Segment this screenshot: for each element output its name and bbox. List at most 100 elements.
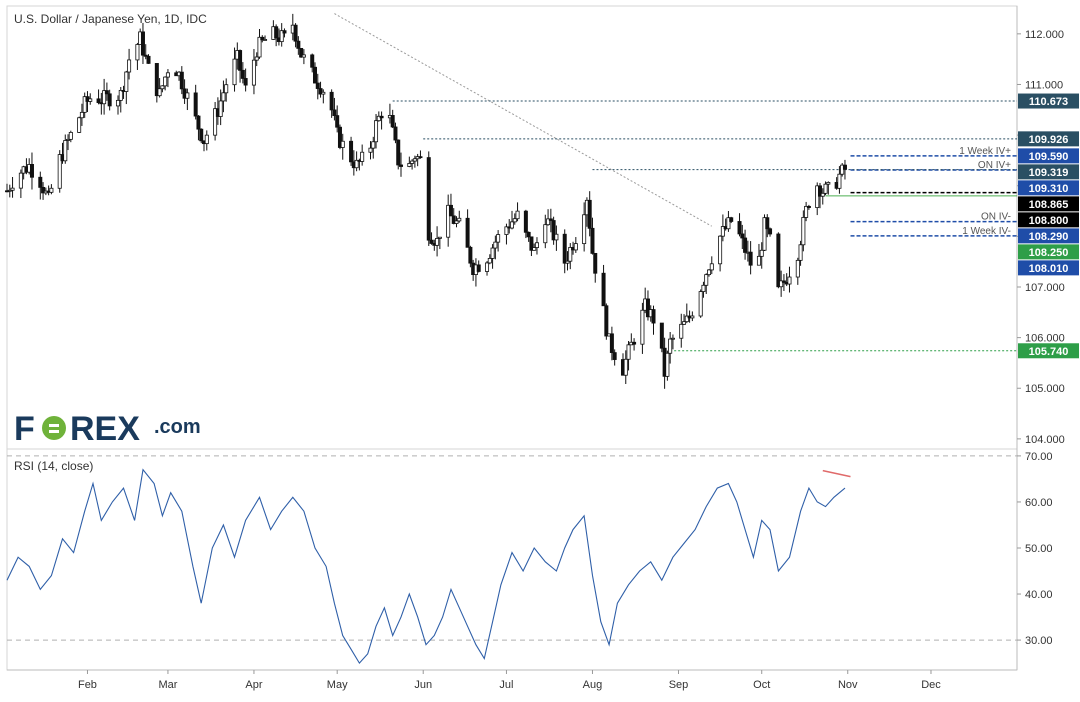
candle-body: [737, 221, 742, 235]
rsi-reference-lines: [7, 455, 1017, 641]
candle-body: [543, 224, 548, 244]
candle-body: [756, 255, 761, 266]
rsi-tick-label: 40.00: [1025, 589, 1053, 601]
candle-body: [104, 90, 109, 95]
candle-body: [465, 217, 470, 248]
candle-body: [826, 182, 831, 185]
candle-body: [759, 249, 764, 257]
candle-body: [729, 217, 734, 222]
candle-body: [726, 217, 731, 230]
candle-body: [709, 263, 714, 271]
rsi-pane-frame: [6, 448, 1018, 671]
candle-body: [57, 154, 62, 189]
candle-body: [823, 183, 828, 194]
price-tag-box: [1018, 244, 1079, 260]
candle-body: [115, 99, 120, 107]
candle-body: [668, 338, 673, 354]
candle-body: [337, 126, 342, 148]
candle-body: [77, 117, 82, 133]
candle-body: [418, 156, 423, 159]
candle-body: [360, 151, 365, 162]
price-tick-label: 104.000: [1025, 434, 1065, 446]
candle-body: [451, 215, 456, 224]
candle-body: [263, 39, 268, 41]
candle-body: [582, 214, 587, 245]
candle-body: [776, 233, 781, 288]
candle-body: [670, 337, 675, 340]
candle-body: [224, 84, 229, 94]
candle-body: [509, 221, 514, 229]
horizontal-levels: 1 Week IV+ ON IV+ ON IV- 1 Week IV-: [392, 100, 1017, 352]
candle-body: [718, 235, 723, 265]
candle-body: [504, 226, 509, 235]
x-tick-label: Sep: [669, 679, 689, 691]
price-tags: 110.673 109.926 109.590 109.319 109.310 108.8…: [1018, 93, 1079, 359]
candle-body: [476, 264, 481, 272]
logo-letters-rex: REX: [70, 410, 140, 448]
candle-body: [837, 173, 842, 189]
candle-body: [446, 204, 451, 238]
candle-body: [379, 115, 384, 119]
candle-body: [487, 258, 492, 264]
x-tick-label: Jul: [499, 679, 513, 691]
candle-body: [140, 31, 145, 56]
candle-body: [157, 88, 162, 97]
candle-body: [143, 54, 148, 57]
candle-body: [312, 66, 317, 84]
candle-body: [371, 141, 376, 149]
candle-body: [604, 305, 609, 337]
candle-body: [410, 160, 415, 164]
candle-body: [609, 333, 614, 353]
candle-body: [185, 92, 190, 99]
candle-body: [96, 98, 101, 104]
price-tag-label: 108.865: [1029, 199, 1069, 211]
rsi-tick-label: 70.00: [1025, 451, 1053, 463]
candle-body: [779, 280, 784, 288]
price-tag-box: [1018, 343, 1079, 359]
candle-body: [562, 233, 567, 264]
rsi-tick-label: 60.00: [1025, 497, 1053, 509]
candle-body: [548, 218, 553, 221]
candle-body: [651, 309, 656, 324]
candle-body: [310, 54, 315, 68]
candle-body: [179, 71, 184, 90]
candle-body: [301, 54, 306, 58]
candle-body: [407, 163, 412, 167]
candle-body: [534, 242, 539, 248]
candle-body: [512, 218, 517, 223]
candle-body: [626, 344, 631, 360]
candle-body: [748, 251, 753, 266]
candle-body: [804, 205, 809, 218]
candle-body: [781, 280, 786, 283]
price-tag-label: 108.290: [1029, 231, 1069, 243]
candle-body: [532, 247, 537, 251]
candle-body: [526, 231, 531, 238]
candle-body: [546, 218, 551, 226]
candle-body: [690, 315, 695, 319]
candle-body: [66, 138, 71, 141]
level-annotation: ON IV+: [978, 160, 1011, 171]
candle-body: [701, 284, 706, 292]
candle-body: [279, 30, 284, 43]
candle-body: [349, 140, 354, 163]
price-tick-label: 107.000: [1025, 282, 1065, 294]
candle-body: [590, 227, 595, 254]
candle-body: [612, 352, 617, 360]
candle-body: [282, 30, 287, 34]
candle-body: [632, 341, 637, 345]
price-tag-box: [1018, 212, 1079, 228]
candle-body: [251, 59, 256, 86]
rsi-title: RSI (14, close): [14, 459, 93, 473]
candle-body: [68, 131, 73, 140]
candle-body: [429, 239, 434, 244]
logo-o-bar: [49, 424, 59, 427]
candle-body: [88, 98, 93, 102]
candle-body: [376, 115, 381, 122]
rsi-tick-label: 30.00: [1025, 635, 1053, 647]
logo-suffix: .com: [154, 416, 201, 438]
candle-body: [399, 164, 404, 167]
candle-body: [743, 237, 748, 253]
candle-body: [551, 220, 556, 241]
candle-body: [160, 85, 165, 90]
price-tick-label: 112.000: [1025, 29, 1064, 41]
